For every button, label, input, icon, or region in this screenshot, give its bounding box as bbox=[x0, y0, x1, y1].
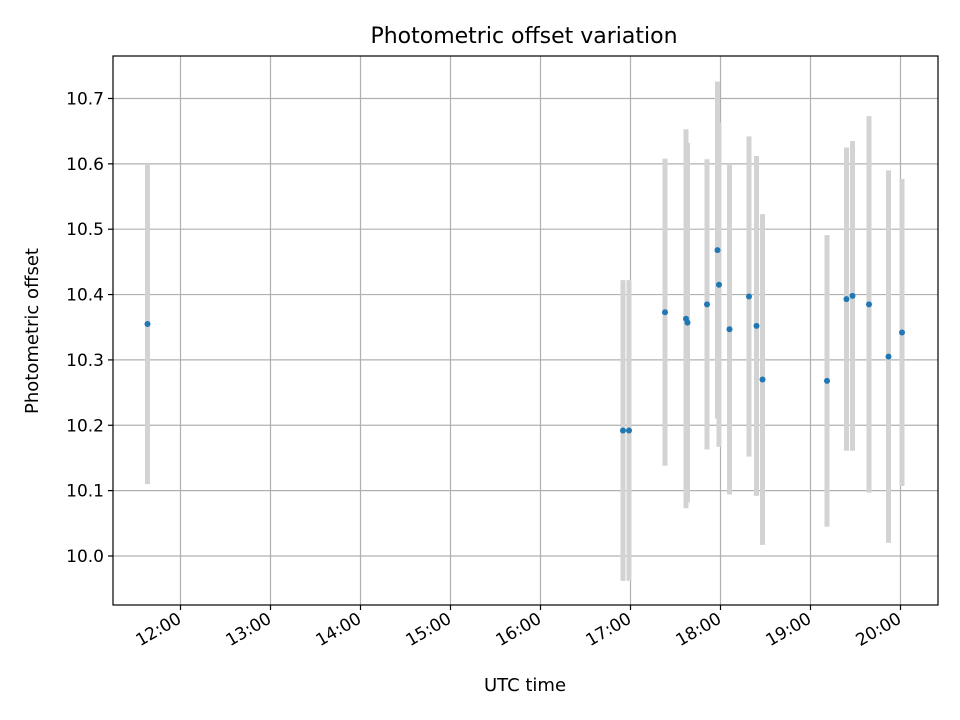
y-axis-ticks: 10.0 10.1 10.2 10.3 10.4 10.5 10.6 10.7 bbox=[66, 89, 113, 567]
y-tick-label: 10.7 bbox=[66, 89, 104, 109]
y-tick-label: 10.3 bbox=[66, 351, 104, 371]
data-point bbox=[753, 322, 760, 329]
y-axis-label: Photometric offset bbox=[22, 248, 43, 414]
errorbar-layer bbox=[145, 81, 905, 581]
y-tick-label: 10.6 bbox=[66, 155, 104, 175]
data-point bbox=[662, 309, 668, 316]
data-point bbox=[843, 296, 850, 303]
data-point bbox=[716, 281, 722, 288]
x-axis-label: UTC time bbox=[484, 675, 566, 696]
x-tick-label: 18:00 bbox=[673, 609, 725, 651]
x-tick-label: 19:00 bbox=[763, 609, 815, 651]
data-point bbox=[626, 427, 632, 434]
y-tick-label: 10.0 bbox=[66, 547, 104, 567]
x-tick-label: 14:00 bbox=[313, 609, 365, 651]
data-point bbox=[714, 247, 721, 254]
data-point bbox=[759, 376, 766, 383]
y-tick-label: 10.2 bbox=[66, 416, 104, 436]
data-point bbox=[824, 377, 830, 384]
data-point bbox=[849, 292, 856, 299]
x-tick-label: 15:00 bbox=[403, 609, 455, 651]
x-tick-label: 12:00 bbox=[133, 609, 185, 651]
x-tick-label: 17:00 bbox=[583, 609, 635, 651]
grid-layer bbox=[113, 56, 938, 605]
data-point bbox=[726, 326, 733, 333]
data-point bbox=[885, 353, 892, 360]
data-point bbox=[866, 301, 872, 308]
data-point bbox=[144, 320, 151, 327]
x-tick-label: 16:00 bbox=[493, 609, 545, 651]
data-point bbox=[899, 329, 905, 336]
data-point bbox=[684, 319, 691, 326]
data-point bbox=[704, 301, 710, 308]
y-tick-label: 10.1 bbox=[66, 482, 104, 502]
plot-frame bbox=[112, 55, 939, 606]
x-axis-ticks: 12:00 13:00 14:00 15:00 16:00 17:00 18:00 19:00… bbox=[133, 605, 905, 651]
data-point bbox=[620, 427, 626, 434]
x-tick-label: 13:00 bbox=[223, 609, 275, 651]
y-tick-label: 10.5 bbox=[66, 220, 104, 240]
chart-title: Photometric offset variation bbox=[370, 24, 677, 49]
y-tick-label: 10.4 bbox=[66, 286, 104, 306]
point-layer bbox=[144, 247, 905, 434]
x-tick-label: 20:00 bbox=[853, 609, 905, 651]
data-point bbox=[746, 293, 752, 300]
